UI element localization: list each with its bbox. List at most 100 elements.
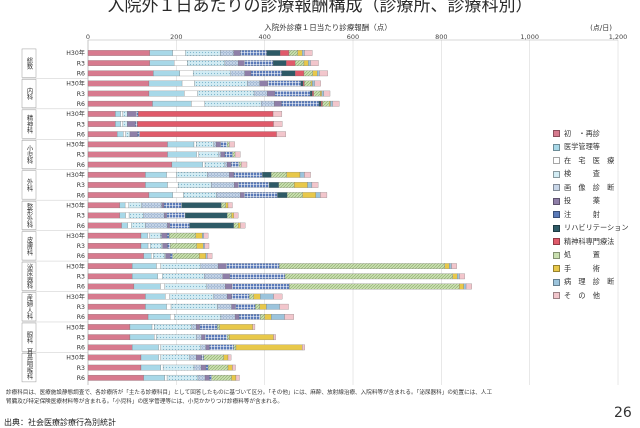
bar-segment	[145, 171, 167, 178]
year-label: R3	[77, 182, 85, 189]
bar-segment	[123, 131, 126, 138]
bar-segment	[220, 314, 236, 320]
bar-segment	[174, 60, 188, 66]
bar-segment	[87, 100, 153, 107]
bar-segment	[120, 111, 124, 117]
bar-segment	[204, 374, 210, 381]
bar-segment	[230, 161, 240, 168]
bar-segment	[179, 70, 194, 77]
bar-segment	[240, 192, 245, 198]
year-label: R3	[77, 121, 85, 128]
bar-segment	[213, 293, 228, 300]
bar-segment	[137, 131, 140, 138]
bar-segment	[227, 364, 233, 371]
bar-segment	[457, 273, 460, 280]
bar-segment	[200, 364, 207, 371]
bar-segment	[154, 334, 157, 341]
bar-segment	[163, 202, 182, 209]
bar-segment	[220, 151, 226, 158]
bar-segment	[219, 324, 253, 330]
bar-segment	[310, 80, 313, 87]
bar-segment	[240, 222, 246, 229]
bar-segment	[162, 364, 195, 371]
group-label: 整形外科	[26, 201, 33, 229]
bar-segment	[281, 70, 296, 77]
legend-item: リハビリテーション	[553, 222, 639, 236]
group-box	[21, 353, 37, 383]
year-label: R3	[77, 60, 85, 67]
bar-segment	[329, 100, 331, 107]
bar-segment	[271, 171, 287, 178]
legend-label: 精神科専門療法	[564, 236, 615, 246]
year-label: R3	[77, 274, 85, 281]
bar-segment	[332, 100, 340, 107]
bar-segment	[224, 60, 239, 66]
year-label: R6	[77, 314, 85, 321]
bar-segment	[87, 192, 150, 198]
bar-segment	[147, 314, 171, 320]
bar-segment	[185, 212, 228, 219]
chart-title: 入院外診療１日当たり診療報酬（点）	[264, 22, 392, 32]
bar-segment	[160, 364, 164, 371]
bar-segment	[169, 222, 190, 229]
year-label: R6	[77, 131, 85, 138]
bar-segment	[252, 324, 256, 330]
bar-segment	[129, 324, 153, 330]
bar-segment	[169, 232, 196, 239]
bar-segment	[204, 161, 226, 168]
year-label: R6	[77, 375, 85, 382]
bar-segment	[274, 90, 311, 97]
bar-segment	[138, 111, 274, 117]
bar-segment	[307, 182, 313, 188]
bar-segment	[127, 121, 136, 127]
bar-segment	[279, 263, 445, 269]
bar-segment	[204, 100, 262, 107]
label-layer: 入院外診療１日当たり診療報酬（点） (点/日) 0 200 400 600 800 1,000…	[26, 22, 628, 382]
bar-segment	[87, 182, 146, 188]
bar-segment	[452, 273, 458, 280]
bar-segment	[259, 80, 268, 87]
year-label: R6	[77, 284, 85, 291]
legend-item: 初 ・再診	[553, 127, 639, 141]
group-box	[21, 200, 37, 230]
bar-segment	[253, 90, 268, 97]
legend-swatch	[553, 211, 560, 219]
bar-segment	[87, 293, 146, 300]
bar-segment	[227, 202, 233, 209]
bar-segment	[320, 192, 328, 198]
bar-segment	[87, 253, 144, 259]
bar-segment	[166, 232, 170, 239]
bar-segment	[122, 121, 128, 127]
bar-segment	[203, 243, 205, 249]
year-label: H30年	[66, 49, 85, 57]
bar-segment	[196, 324, 200, 330]
bar-segment	[226, 263, 280, 269]
bar-segment	[277, 192, 288, 198]
bar-segment	[193, 141, 197, 148]
bar-segment	[200, 263, 219, 269]
bar-segment	[87, 60, 150, 66]
bar-segment	[218, 151, 222, 158]
bar-segment	[170, 314, 175, 320]
year-label: R6	[77, 101, 85, 108]
bar-segment	[139, 131, 277, 138]
bar-segment	[286, 60, 296, 66]
bar-segment	[217, 324, 220, 330]
year-label: R3	[77, 365, 85, 372]
group-label: 小児科	[26, 144, 33, 166]
x-tick-label: 200	[170, 33, 182, 41]
bar-segment	[167, 222, 170, 229]
bar-segment	[166, 374, 199, 381]
bar-segment	[143, 374, 165, 381]
bar-segment	[196, 334, 202, 341]
legend-swatch	[553, 130, 560, 138]
bar-segment	[196, 141, 214, 148]
bar-segment	[164, 374, 168, 381]
bar-segment	[235, 344, 303, 351]
bar-segment	[115, 111, 121, 117]
bar-segment	[187, 60, 226, 66]
footnote-line-1: 診療科目は、医療施設静態調査で、各診療所が「主たる診療科目」として回答したものに…	[6, 390, 493, 396]
bar-segment	[87, 202, 120, 209]
legend-item: 病 理 診 断	[553, 276, 639, 290]
bar-segment	[115, 121, 121, 127]
